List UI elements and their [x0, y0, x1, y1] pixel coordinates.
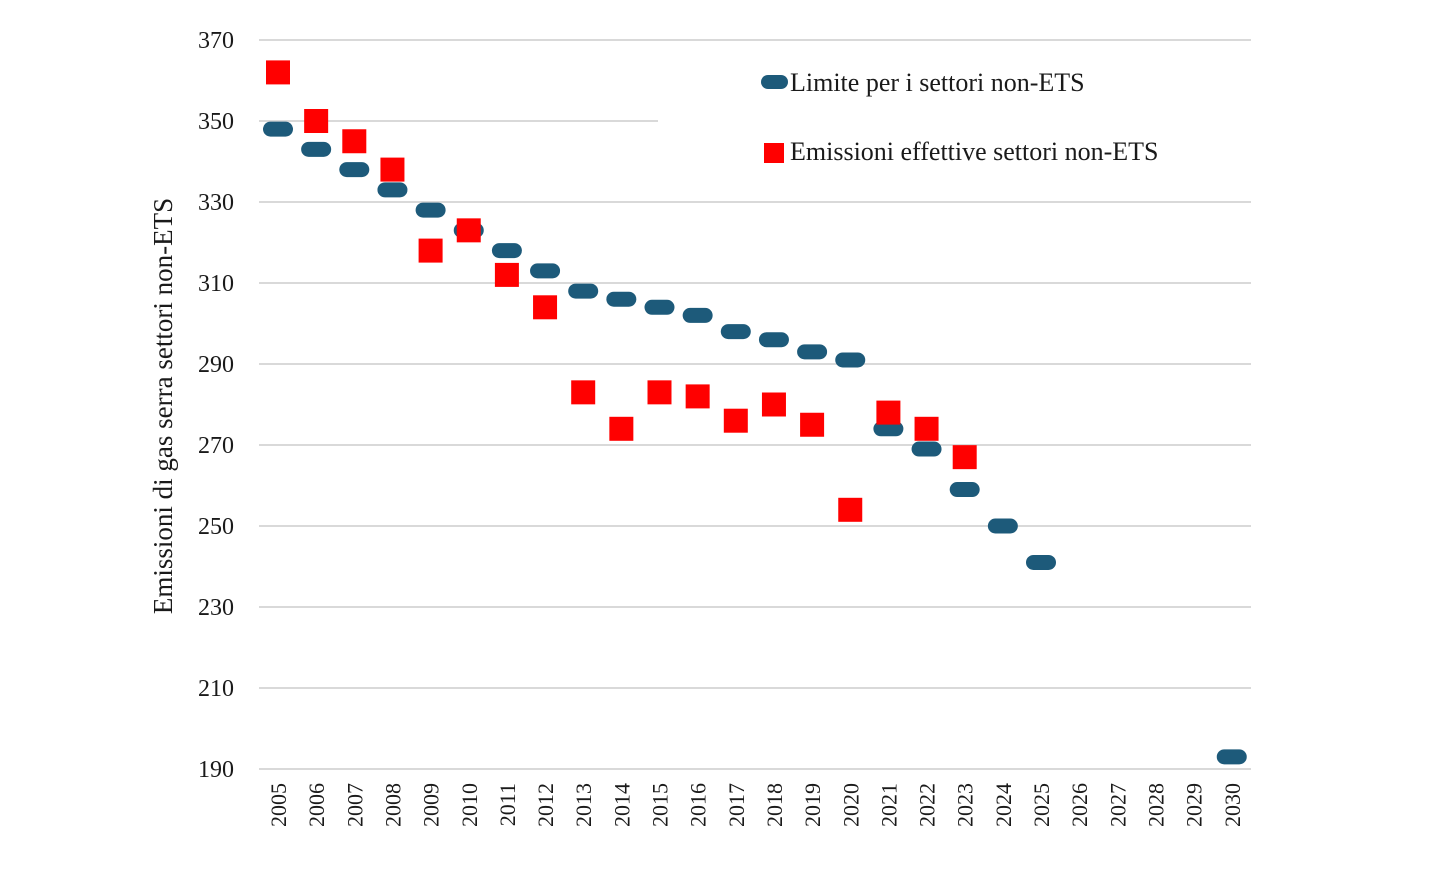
y-tick-label-210: 210 [198, 676, 234, 702]
x-tick-label-2018: 2018 [762, 783, 787, 827]
series-1 [266, 60, 977, 522]
x-tick-label-2016: 2016 [686, 783, 711, 827]
y-tick-label-350: 350 [198, 109, 234, 135]
x-tick-label-2005: 2005 [266, 783, 291, 827]
x-axis-ticks: 2005 2006 2007 2008 2009 2010 2011 2012 2013 2014… [266, 783, 1245, 827]
point-limite-2030 [1216, 749, 1247, 765]
y-tick-label-370: 370 [198, 28, 234, 54]
x-tick-label-2019: 2019 [800, 783, 825, 827]
x-tick-label-2022: 2022 [915, 783, 940, 827]
y-tick-label-270: 270 [198, 433, 234, 459]
y-tick-label-290: 290 [198, 352, 234, 378]
point-limite-2017 [720, 324, 751, 340]
y-axis-label: Emissioni di gas serra settori non-ETS [148, 198, 178, 614]
point-emissioni-2022 [914, 416, 939, 441]
y-axis-ticks: 190 210 230 250 270 290 310 330 350 370 [198, 28, 234, 783]
point-emissioni-2016 [685, 384, 710, 409]
x-tick-label-2015: 2015 [648, 783, 673, 827]
legend-label-limite: Limite per i settori non-ETS [790, 68, 1085, 97]
point-limite-2018 [758, 332, 789, 348]
point-emissioni-2012 [533, 295, 558, 320]
x-tick-label-2008: 2008 [380, 783, 405, 827]
point-limite-2009 [415, 202, 446, 218]
x-tick-label-2006: 2006 [304, 783, 329, 827]
x-tick-label-2025: 2025 [1029, 783, 1054, 827]
point-emissioni-2019 [800, 412, 825, 437]
x-tick-label-2012: 2012 [533, 783, 558, 827]
y-tick-label-310: 310 [198, 271, 234, 297]
point-emissioni-2021 [876, 400, 901, 425]
point-emissioni-2010 [456, 218, 481, 243]
x-tick-label-2027: 2027 [1105, 783, 1130, 827]
point-emissioni-2009 [418, 238, 443, 263]
x-tick-label-2020: 2020 [838, 783, 863, 827]
point-limite-2025 [1026, 554, 1056, 570]
x-tick-label-2007: 2007 [342, 783, 367, 827]
x-tick-label-2024: 2024 [991, 783, 1016, 827]
x-tick-label-2017: 2017 [724, 783, 749, 827]
x-tick-label-2028: 2028 [1143, 783, 1168, 827]
legend-box [658, 52, 1251, 182]
legend-label-emissioni: Emissioni effettive settori non-ETS [790, 137, 1159, 166]
y-tick-label-230: 230 [198, 595, 234, 621]
x-tick-label-2011: 2011 [495, 783, 520, 826]
x-tick-label-2014: 2014 [609, 783, 634, 827]
point-emissioni-2023 [952, 445, 977, 470]
point-limite-2005 [263, 121, 293, 137]
y-tick-label-330: 330 [198, 190, 234, 216]
point-limite-2019 [797, 344, 828, 360]
x-tick-label-2023: 2023 [953, 783, 978, 827]
legend-background [658, 52, 1251, 182]
point-limite-2006 [301, 141, 332, 157]
point-emissioni-2008 [380, 157, 405, 182]
x-tick-label-2010: 2010 [457, 783, 482, 827]
point-emissioni-2013 [571, 380, 596, 405]
legend-marker-limite [761, 75, 788, 89]
point-limite-2024 [987, 518, 1018, 534]
point-emissioni-2006 [304, 109, 329, 133]
point-limite-2020 [835, 352, 866, 368]
x-tick-label-2030: 2030 [1220, 783, 1245, 827]
point-emissioni-2015 [647, 380, 672, 405]
point-limite-2007 [339, 162, 370, 178]
point-limite-2015 [644, 299, 675, 315]
series-0 [263, 121, 1247, 765]
point-limite-2022 [911, 441, 942, 457]
series-layer [263, 60, 1247, 765]
y-tick-label-190: 190 [198, 757, 234, 783]
x-tick-label-2013: 2013 [571, 783, 596, 827]
x-tick-label-2021: 2021 [876, 783, 901, 827]
point-emissioni-2018 [761, 392, 786, 417]
point-emissioni-2005 [266, 60, 290, 85]
point-limite-2021 [873, 421, 904, 437]
point-limite-2008 [377, 182, 408, 198]
point-limite-2012 [530, 263, 561, 279]
point-limite-2014 [606, 291, 637, 307]
point-limite-2016 [682, 307, 713, 323]
x-tick-label-2029: 2029 [1182, 783, 1207, 827]
legend-marker-emissioni [764, 143, 784, 163]
point-emissioni-2007 [342, 129, 367, 154]
point-limite-2013 [568, 283, 599, 299]
x-tick-label-2009: 2009 [419, 783, 444, 827]
point-limite-2011 [491, 243, 522, 259]
point-emissioni-2017 [723, 408, 748, 433]
point-emissioni-2011 [494, 262, 519, 287]
legend: Limite per i settori non-ETS Emissioni e… [761, 68, 1159, 166]
point-limite-2023 [949, 482, 980, 498]
point-emissioni-2020 [838, 497, 863, 522]
point-emissioni-2014 [609, 416, 634, 441]
x-tick-label-2026: 2026 [1067, 783, 1092, 827]
y-tick-label-250: 250 [198, 514, 234, 540]
